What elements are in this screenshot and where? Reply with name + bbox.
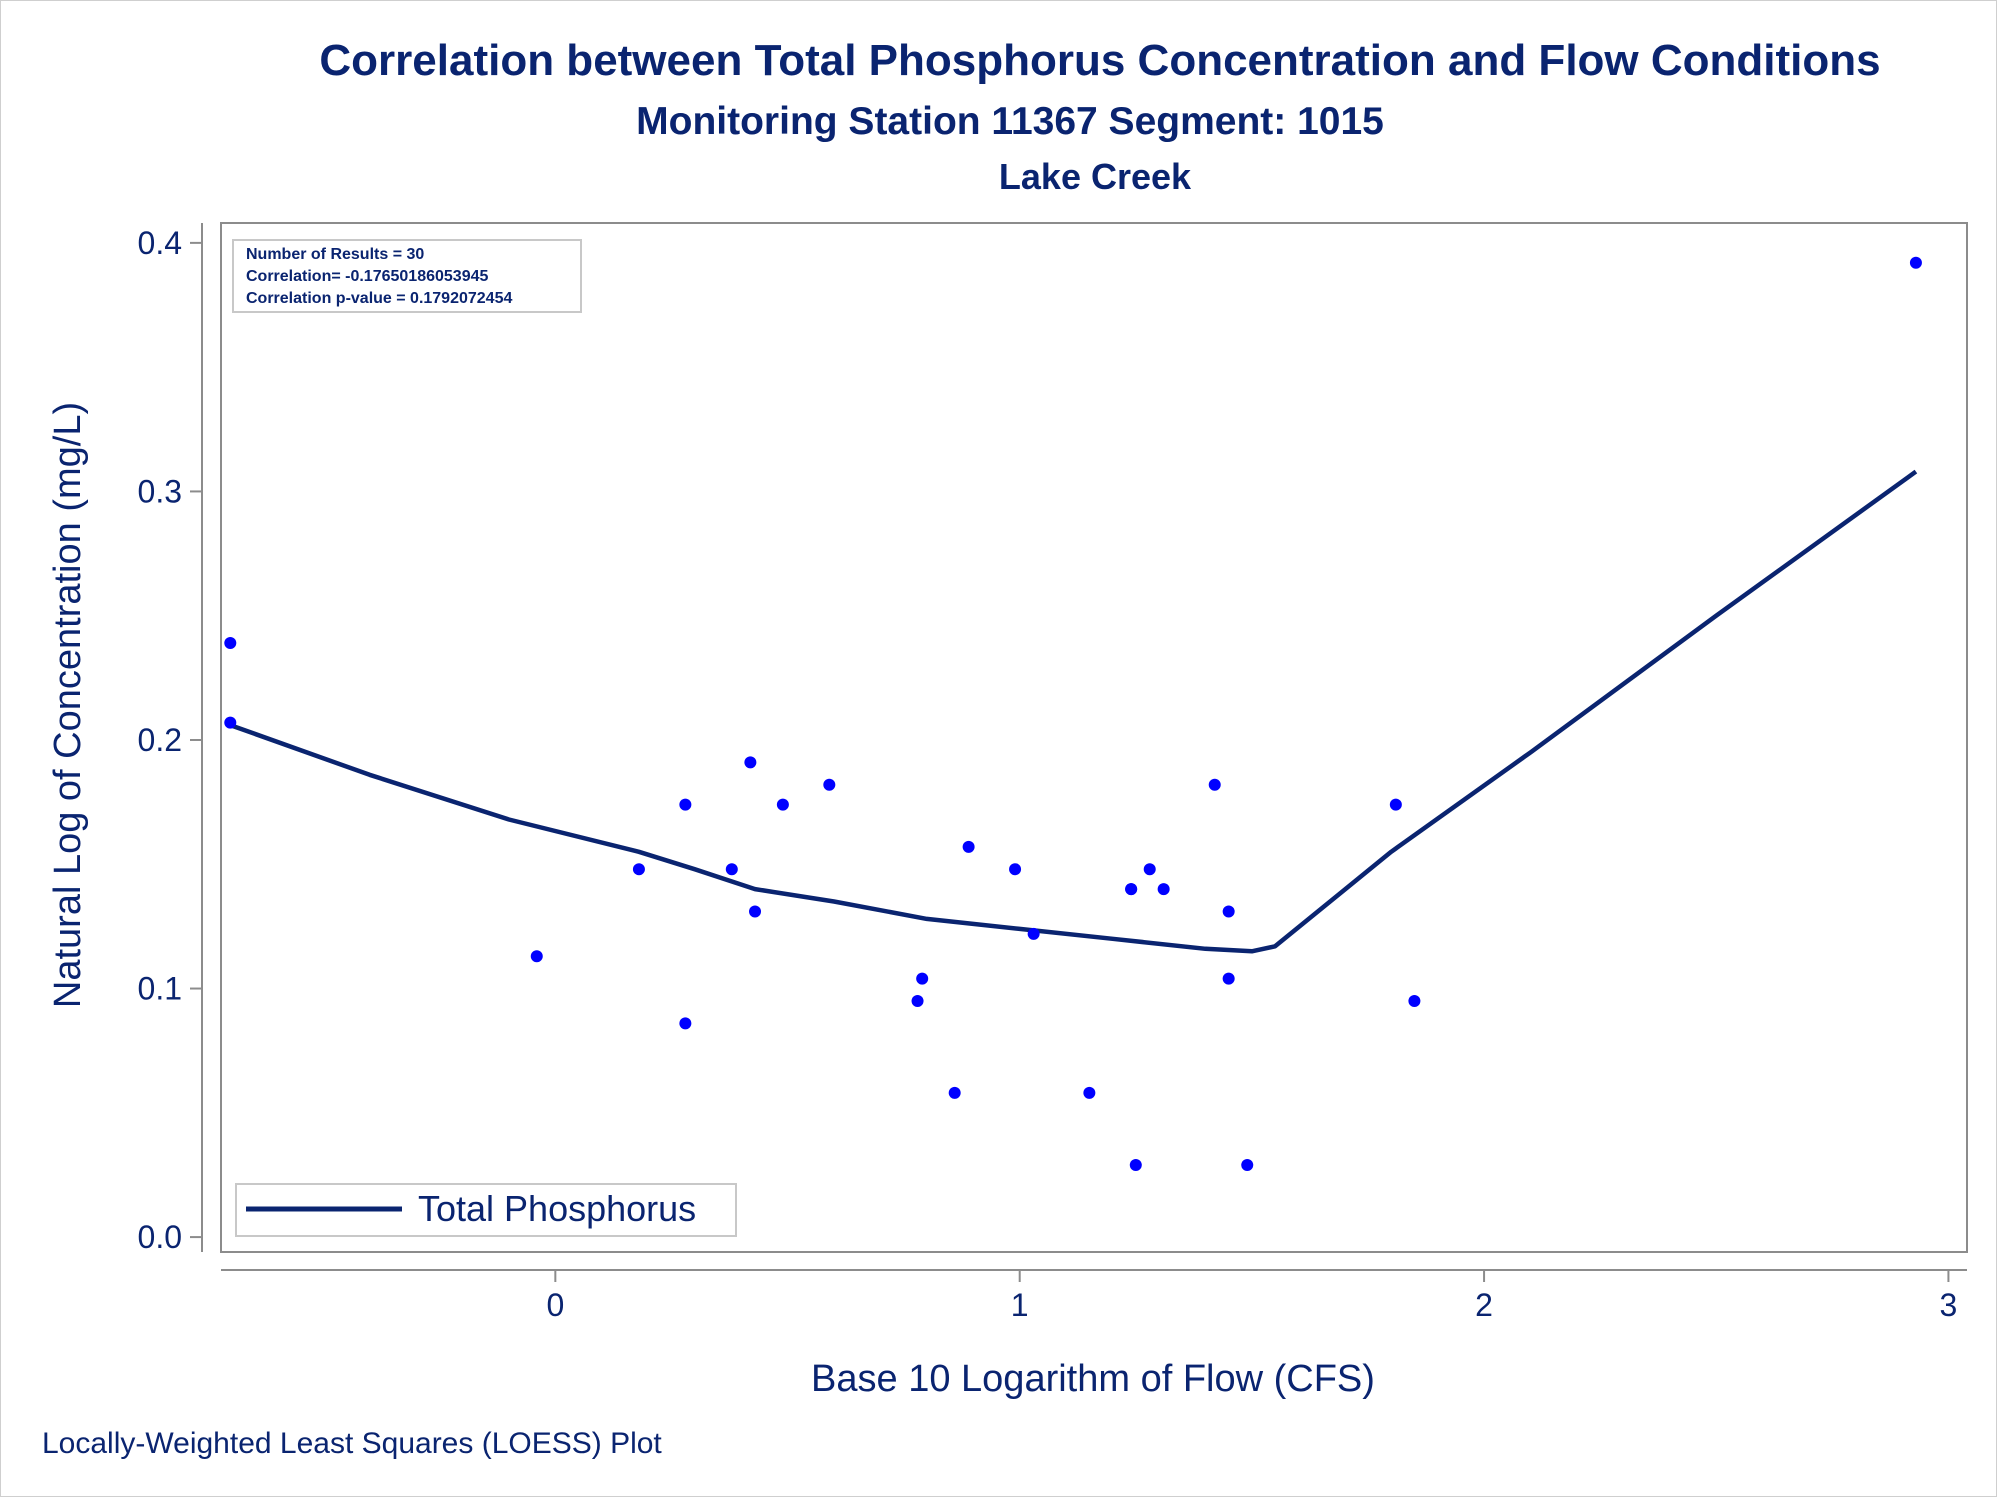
data-point <box>916 972 929 985</box>
legend-label: Total Phosphorus <box>418 1188 696 1229</box>
data-point <box>1909 256 1922 269</box>
y-axis: 0.0 0.1 0.2 0.3 0.4 <box>138 223 203 1255</box>
data-points <box>224 256 1922 1172</box>
data-point <box>1143 863 1156 876</box>
data-point <box>1027 927 1040 940</box>
loess-line <box>229 469 1918 954</box>
data-point <box>823 778 836 791</box>
y-tick-label: 0.2 <box>138 722 182 758</box>
x-tick-label: 3 <box>1940 1287 1958 1323</box>
data-point <box>1125 883 1138 896</box>
y-tick-label: 0.0 <box>138 1219 182 1255</box>
data-point <box>530 950 543 963</box>
stats-box-frame <box>232 239 582 313</box>
data-point <box>1009 863 1022 876</box>
legend: Total Phosphorus <box>235 1183 737 1237</box>
data-point <box>224 637 237 650</box>
data-point <box>679 1017 692 1030</box>
chart-title: Correlation between Total Phosphorus Con… <box>319 36 1881 85</box>
stats-p-value: Correlation p-value = 0.1792072454 <box>246 290 512 307</box>
stats-count: Number of Results = 30 <box>246 246 424 263</box>
data-point <box>948 1086 961 1099</box>
data-point <box>679 798 692 811</box>
plot-area <box>220 222 1968 1253</box>
data-point <box>776 798 789 811</box>
data-point <box>1083 1086 1096 1099</box>
data-point <box>1157 883 1170 896</box>
x-tick-label: 0 <box>546 1287 564 1323</box>
chart-subtitle-location: Lake Creek <box>998 156 1192 197</box>
x-axis: 0 1 2 3 <box>221 1269 1967 1323</box>
data-point <box>1222 905 1235 918</box>
data-point <box>744 756 757 769</box>
chart-footnote: Locally-Weighted Least Squares (LOESS) P… <box>42 1427 662 1460</box>
stats-box: Number of Results = 30 Correlation= -0.1… <box>232 239 582 313</box>
y-tick-label: 0.3 <box>138 473 182 509</box>
data-point <box>1241 1159 1254 1172</box>
data-point <box>749 905 762 918</box>
data-point <box>1208 778 1221 791</box>
data-point <box>962 840 975 853</box>
chart-subtitle-station: Monitoring Station 11367 Segment: 1015 <box>636 100 1384 143</box>
data-point <box>1222 972 1235 985</box>
data-point <box>725 863 738 876</box>
data-point <box>1129 1159 1142 1172</box>
data-point <box>1408 994 1421 1007</box>
y-tick-label: 0.1 <box>138 971 182 1007</box>
data-point <box>1389 798 1402 811</box>
x-tick-label: 1 <box>1011 1287 1029 1323</box>
x-tick-label: 2 <box>1475 1287 1493 1323</box>
y-tick-label: 0.4 <box>138 225 182 261</box>
data-point <box>911 994 924 1007</box>
stats-correlation: Correlation= -0.17650186053945 <box>246 268 488 285</box>
x-axis-title: Base 10 Logarithm of Flow (CFS) <box>811 1358 1375 1400</box>
y-axis-title: Natural Log of Concentration (mg/L) <box>47 402 89 1008</box>
data-point <box>632 863 645 876</box>
data-point <box>224 716 237 729</box>
